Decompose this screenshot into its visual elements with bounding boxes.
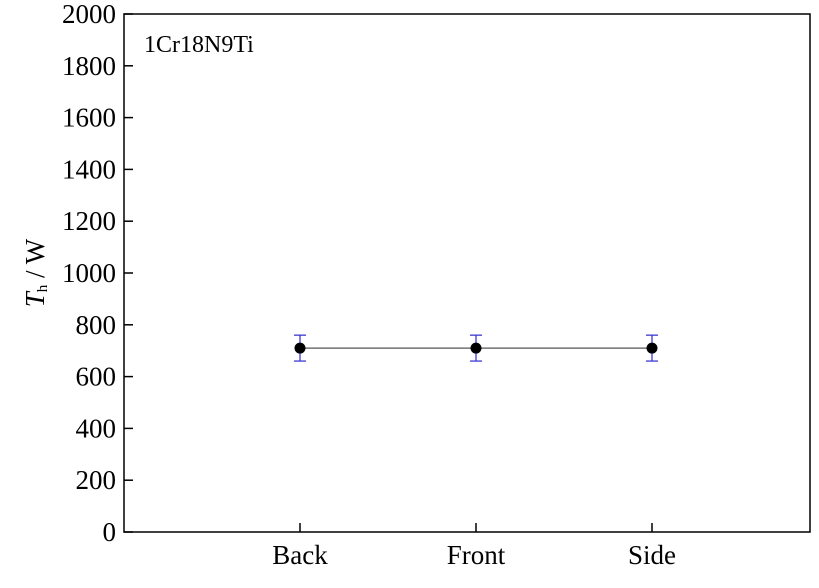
point <box>470 342 482 354</box>
y-tick-label: 200 <box>76 465 117 495</box>
point <box>646 342 658 354</box>
plot-frame <box>123 13 811 533</box>
y-tick-label: 800 <box>76 310 117 340</box>
y-tick-label: 400 <box>76 413 117 443</box>
y-tick-label: 1000 <box>62 258 116 288</box>
y-tick-label: 1200 <box>62 206 116 236</box>
annotation: 1Cr18N9Ti <box>144 32 254 58</box>
y-tick-label: 1600 <box>62 103 116 133</box>
y-tick-label: 0 <box>103 517 117 547</box>
y-axis-label: Th / W <box>20 238 51 307</box>
x-tick-label: Back <box>272 540 328 570</box>
y-tick-label: 600 <box>76 362 117 392</box>
y-tick-label: 2000 <box>62 0 116 29</box>
y-label-unit: / W <box>20 238 50 285</box>
y-tick-label: 1400 <box>62 154 116 184</box>
x-tick-label: Side <box>628 540 676 570</box>
point <box>294 342 306 354</box>
y-label-symbol: T <box>20 290 50 307</box>
x-tick-label: Front <box>447 540 506 570</box>
y-label-subscript: h <box>35 284 51 292</box>
y-tick-label: 1800 <box>62 51 116 81</box>
